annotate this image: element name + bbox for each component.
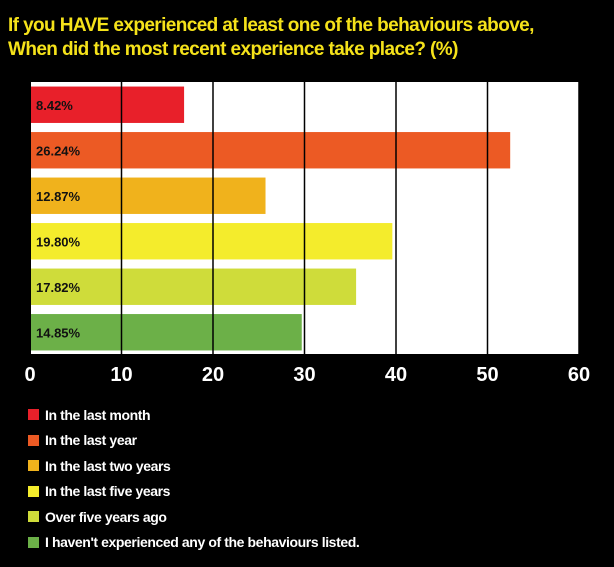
legend-item: In the last month bbox=[28, 402, 359, 428]
chart-title-line-1: If you HAVE experienced at least one of … bbox=[8, 15, 534, 36]
legend-swatch bbox=[28, 511, 39, 523]
chart-legend: In the last month In the last year In the … bbox=[28, 402, 360, 556]
x-tick-label-30: 30 bbox=[293, 364, 315, 386]
legend-swatch bbox=[28, 460, 39, 472]
x-tick-label-0: 0 bbox=[24, 364, 35, 386]
bar-2 bbox=[30, 132, 511, 169]
chart-title-line-2: When did the most recent experience take… bbox=[8, 39, 458, 60]
legend-swatch bbox=[28, 485, 39, 497]
x-tick-label-10: 10 bbox=[110, 364, 132, 386]
legend-item: In the last year bbox=[28, 428, 359, 454]
legend-label: In the last five years bbox=[45, 483, 171, 500]
bar-3 bbox=[30, 177, 266, 214]
legend-label: In the last two years bbox=[45, 457, 171, 474]
data-label-4: 19.80% bbox=[36, 234, 81, 249]
legend-label: In the last month bbox=[45, 406, 151, 423]
legend-label: I haven't experienced any of the behavio… bbox=[45, 534, 360, 551]
legend-item: I haven't experienced any of the behavio… bbox=[28, 530, 360, 556]
legend-item: In the last five years bbox=[28, 479, 359, 505]
data-label-2: 26.24% bbox=[36, 143, 81, 158]
legend-label: In the last year bbox=[45, 432, 137, 449]
x-tick-label-20: 20 bbox=[202, 364, 224, 386]
data-label-6: 14.85% bbox=[36, 325, 81, 340]
bar-4 bbox=[30, 223, 393, 260]
x-tick-label-40: 40 bbox=[385, 364, 407, 386]
legend-item: Over five years ago bbox=[28, 504, 359, 530]
data-label-1: 8.42% bbox=[36, 98, 73, 113]
chart-title: If you HAVE experienced at least one of … bbox=[8, 14, 608, 62]
legend-swatch bbox=[28, 434, 39, 446]
legend-label: Over five years ago bbox=[45, 508, 167, 525]
bar-6 bbox=[30, 314, 302, 351]
bar-chart: 8.42% 26.24% 12.87% 19.80% 17.82% 14.85% 0 10 20… bbox=[24, 82, 590, 386]
data-label-3: 12.87% bbox=[36, 189, 81, 204]
x-tick-label-50: 50 bbox=[476, 364, 498, 386]
bar-5 bbox=[30, 268, 357, 305]
x-tick-label-60: 60 bbox=[568, 364, 590, 386]
bar-1 bbox=[30, 86, 185, 123]
legend-swatch bbox=[28, 409, 39, 421]
data-label-5: 17.82% bbox=[36, 280, 81, 295]
legend-item: In the last two years bbox=[28, 453, 359, 479]
legend-swatch bbox=[28, 536, 39, 548]
